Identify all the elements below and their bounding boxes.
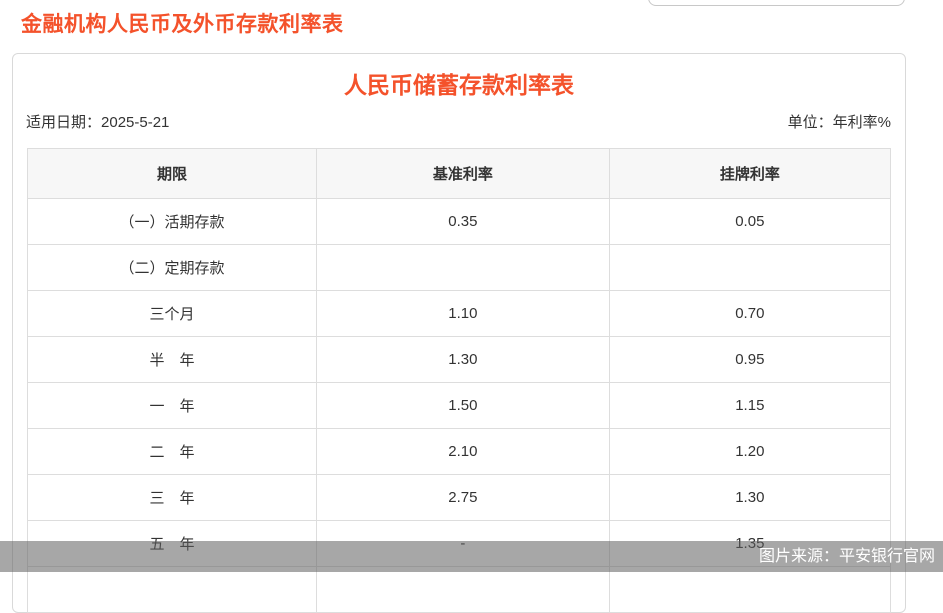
listed-rate-cell: 1.20	[608, 428, 892, 475]
base-rate-cell: 2.75	[316, 474, 610, 521]
table-row: 三个月 1.10 0.70	[26, 290, 892, 337]
table-row: 三 年 2.75 1.30	[26, 474, 892, 521]
table-row: （二）定期存款	[26, 244, 892, 291]
listed-rate-column-header: 挂牌利率	[608, 148, 892, 199]
base-rate-cell	[316, 566, 610, 613]
listed-rate-cell	[608, 566, 892, 613]
base-rate-cell: 1.30	[316, 336, 610, 383]
source-watermark-bar: 图片来源：平安银行官网	[0, 541, 943, 572]
listed-rate-cell: 0.05	[608, 198, 892, 245]
date-value: 2025-5-21	[101, 114, 170, 131]
term-cell: 三个月	[26, 290, 318, 337]
base-rate-column-header: 基准利率	[316, 148, 610, 199]
term-cell	[26, 566, 318, 613]
source-text: 图片来源：平安银行官网	[758, 548, 935, 565]
listed-rate-cell	[608, 244, 892, 291]
term-cell: （一）活期存款	[26, 198, 318, 245]
unit-note: 单位：年利率%	[787, 114, 891, 131]
term-cell: （二）定期存款	[26, 244, 318, 291]
table-row: （一）活期存款 0.35 0.05	[26, 198, 892, 245]
base-rate-cell	[316, 244, 610, 291]
base-rate-cell: 0.35	[316, 198, 610, 245]
base-rate-cell: 1.50	[316, 382, 610, 429]
cutoff-panel-bottom	[648, 0, 905, 6]
page-title: 金融机构人民币及外币存款利率表	[21, 13, 344, 36]
table-row	[26, 566, 892, 613]
rate-panel: 人民币储蓄存款利率表 适用日期：2025-5-21 单位：年利率% 期限 基准利…	[12, 53, 906, 613]
term-column-header: 期限	[26, 148, 318, 199]
base-rate-cell: 1.10	[316, 290, 610, 337]
listed-rate-cell: 1.15	[608, 382, 892, 429]
table-title: 人民币储蓄存款利率表	[344, 72, 574, 98]
table-row: 一 年 1.50 1.15	[26, 382, 892, 429]
date-note: 适用日期：2025-5-21	[26, 111, 169, 132]
date-label: 适用日期：	[26, 114, 102, 131]
base-rate-cell: 2.10	[316, 428, 610, 475]
listed-rate-cell: 0.70	[608, 290, 892, 337]
table-row: 半 年 1.30 0.95	[26, 336, 892, 383]
meta-row: 适用日期：2025-5-21 单位：年利率%	[26, 111, 891, 132]
term-cell: 半 年	[26, 336, 318, 383]
term-cell: 二 年	[26, 428, 318, 475]
listed-rate-cell: 0.95	[608, 336, 892, 383]
table-row: 二 年 2.10 1.20	[26, 428, 892, 475]
term-cell: 一 年	[26, 382, 318, 429]
header-row: 期限 基准利率 挂牌利率	[26, 148, 892, 199]
listed-rate-cell: 1.30	[608, 474, 892, 521]
term-cell: 三 年	[26, 474, 318, 521]
